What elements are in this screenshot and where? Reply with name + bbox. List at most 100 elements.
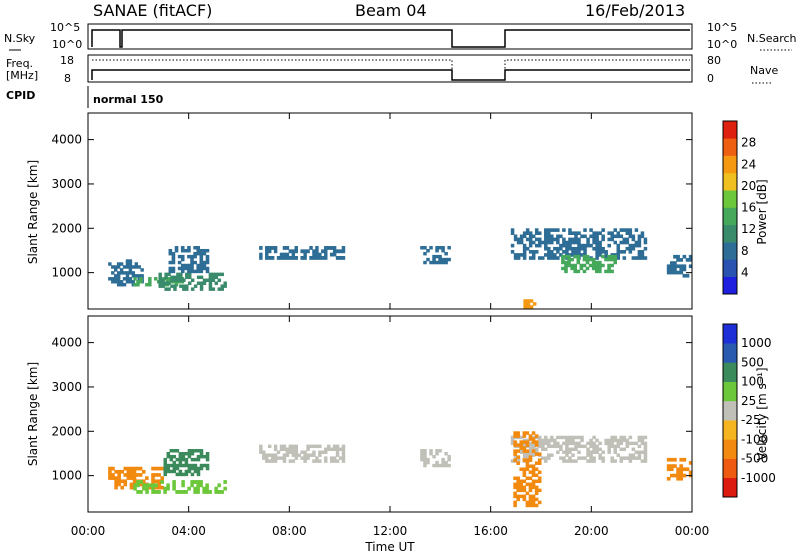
echo-cell xyxy=(172,466,177,471)
echo-cell xyxy=(537,441,542,446)
echo-cell xyxy=(565,250,569,254)
echo-cell xyxy=(441,257,445,262)
echo-cell xyxy=(285,450,290,454)
echo-cell xyxy=(190,483,194,488)
echo-cell xyxy=(570,263,574,268)
echo-cell xyxy=(122,277,127,281)
colorbar-swatch xyxy=(723,138,737,156)
echo-cell xyxy=(134,265,138,269)
echo-cell xyxy=(522,246,527,251)
echo-cell xyxy=(601,246,605,251)
echo-cell xyxy=(122,265,127,269)
echo-cell xyxy=(640,441,645,446)
echo-cell xyxy=(131,271,136,275)
echo-cell xyxy=(544,435,548,440)
echo-cell xyxy=(595,246,599,251)
colorbar-swatch xyxy=(723,121,737,139)
echo-cell xyxy=(567,254,571,259)
echo-cell xyxy=(205,269,210,274)
echo-cell xyxy=(309,453,313,457)
echo-cell xyxy=(534,237,539,242)
echo-cell xyxy=(444,257,448,262)
echo-cell xyxy=(537,231,542,236)
echo-cell xyxy=(181,454,186,459)
echo-cell xyxy=(525,237,530,242)
echo-cell xyxy=(184,263,188,268)
echo-cell xyxy=(190,472,195,477)
echo-cell xyxy=(285,256,290,260)
echo-cell xyxy=(123,473,128,477)
echo-cell xyxy=(513,503,517,508)
echo-cell xyxy=(335,256,340,260)
echo-cell xyxy=(676,476,680,481)
echo-cell xyxy=(285,453,290,457)
echo-cell xyxy=(604,257,608,262)
echo-cell xyxy=(544,240,548,245)
echo-cell xyxy=(589,441,593,446)
echo-cell xyxy=(172,463,177,468)
echo-cell xyxy=(571,447,575,452)
echo-cell xyxy=(223,281,227,285)
echo-cell xyxy=(586,441,590,446)
echo-cell xyxy=(199,483,203,488)
echo-cell xyxy=(553,246,557,251)
echo-cell xyxy=(158,284,162,288)
echo-cell xyxy=(438,254,442,259)
echo-cell xyxy=(132,466,137,471)
echo-cell xyxy=(324,252,328,257)
echo-cell xyxy=(583,246,587,251)
echo-cell xyxy=(139,280,143,284)
echo-cell xyxy=(329,456,334,460)
echo-cell xyxy=(576,254,581,259)
echo-cell xyxy=(534,250,539,254)
echo-cell xyxy=(550,435,554,440)
echo-cell xyxy=(163,490,167,494)
echo-cell xyxy=(567,263,571,268)
echo-cell xyxy=(185,275,189,280)
echo-cell xyxy=(676,264,680,269)
echo-cell xyxy=(571,459,575,463)
velocity-xlabel: Time UT xyxy=(364,540,415,554)
echo-cell xyxy=(537,479,542,484)
colorbar-swatch xyxy=(723,343,737,363)
echo-cell xyxy=(625,441,630,446)
echo-cell xyxy=(267,444,272,449)
echo-cell xyxy=(154,485,158,490)
echo-cell xyxy=(196,486,200,491)
echo-cell xyxy=(522,467,527,471)
echo-cell xyxy=(178,457,183,462)
echo-cell xyxy=(634,243,639,248)
echo-cell xyxy=(525,476,530,481)
echo-cell xyxy=(117,479,121,484)
echo-cell xyxy=(288,459,293,463)
echo-cell xyxy=(607,263,611,268)
echo-cell xyxy=(631,456,636,460)
echo-cell xyxy=(637,450,642,454)
echo-cell xyxy=(438,260,442,265)
echo-cell xyxy=(562,459,566,463)
echo-cell xyxy=(682,273,687,278)
echo-cell xyxy=(335,249,340,254)
echo-cell xyxy=(187,466,192,471)
echo-cell xyxy=(589,453,593,457)
echo-cell xyxy=(573,254,578,259)
echo-cell xyxy=(547,250,551,254)
echo-cell xyxy=(610,237,614,242)
echo-cell xyxy=(341,459,346,463)
echo-cell xyxy=(141,469,146,474)
echo-cell xyxy=(135,466,140,471)
echo-cell xyxy=(205,466,210,471)
echo-cell xyxy=(288,256,293,260)
echo-cell xyxy=(673,261,677,265)
velocity-echo-layer xyxy=(108,431,693,508)
echo-cell xyxy=(306,453,310,457)
echo-cell xyxy=(338,447,343,452)
echo-cell xyxy=(312,249,316,254)
echo-cell xyxy=(129,485,134,490)
echo-cell xyxy=(528,497,533,502)
echo-cell xyxy=(205,248,210,253)
echo-cell xyxy=(688,470,693,475)
echo-cell xyxy=(161,284,165,288)
echo-cell xyxy=(128,271,133,275)
echo-cell xyxy=(537,488,542,493)
